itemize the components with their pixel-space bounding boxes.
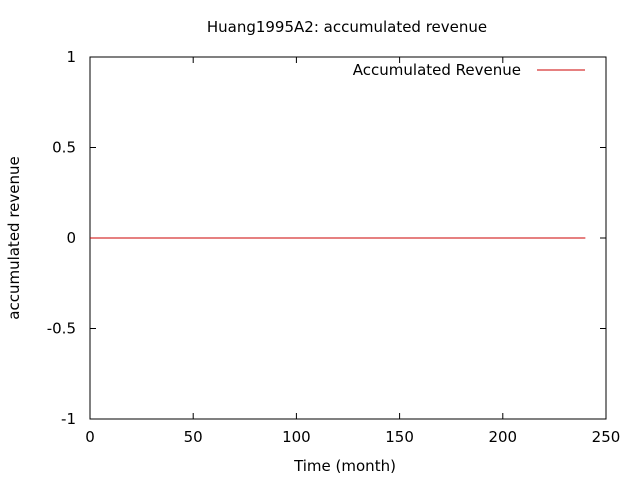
y-axis-label: accumulated revenue <box>5 156 23 319</box>
y-tick-label: 0 <box>66 229 76 247</box>
x-tick-label: 50 <box>184 428 203 446</box>
x-tick-label: 250 <box>592 428 621 446</box>
legend: Accumulated Revenue <box>353 61 585 79</box>
legend-label: Accumulated Revenue <box>353 61 521 79</box>
chart-title: Huang1995A2: accumulated revenue <box>207 18 487 36</box>
x-tick-label: 100 <box>282 428 311 446</box>
x-axis-label: Time (month) <box>293 457 396 475</box>
x-tick-label: 200 <box>488 428 517 446</box>
y-tick-label: 1 <box>66 48 76 66</box>
y-tick-label: -1 <box>61 410 76 428</box>
x-tick-label: 0 <box>85 428 95 446</box>
x-tick-label: 150 <box>385 428 414 446</box>
axis-ticks: 0 50 100 150 200 250 -1 -0.5 0 0.5 1 <box>47 48 621 446</box>
y-tick-label: 0.5 <box>52 139 76 157</box>
y-tick-label: -0.5 <box>47 320 76 338</box>
